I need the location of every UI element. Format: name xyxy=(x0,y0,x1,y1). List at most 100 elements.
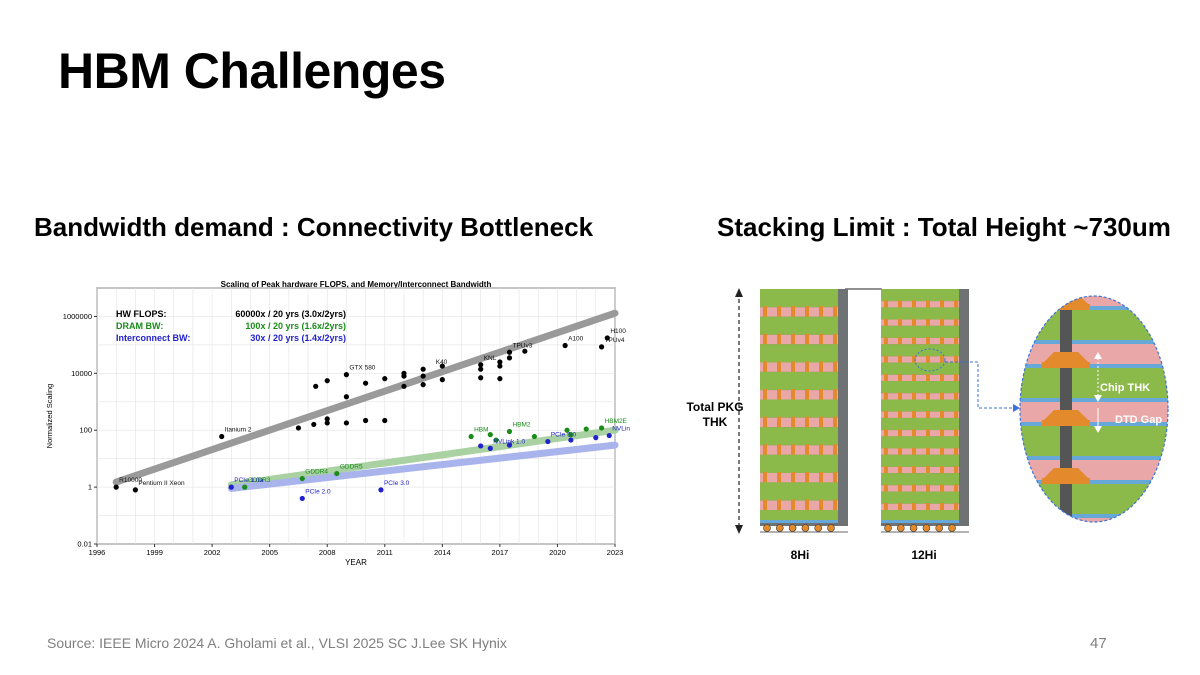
data-point xyxy=(362,417,369,424)
stack8-bump xyxy=(791,499,795,512)
x-tick-label: 1999 xyxy=(146,548,163,557)
stack8-die xyxy=(760,289,838,308)
x-tick-label: 2014 xyxy=(434,548,451,557)
stack8-bump xyxy=(819,333,823,346)
stack12-base-pad xyxy=(881,520,959,523)
stack12-bump xyxy=(926,484,930,493)
stack12-bump xyxy=(912,466,916,474)
data-point xyxy=(568,432,574,438)
stack12-c4-bump xyxy=(909,524,918,532)
stack12-bump xyxy=(954,466,958,474)
stack8-gap xyxy=(760,390,838,400)
data-point xyxy=(228,484,234,490)
stack12-bump xyxy=(940,300,944,309)
stack8-die xyxy=(760,316,838,335)
point-label: GDDR3 xyxy=(248,477,271,484)
data-point xyxy=(468,433,474,440)
zoom-bump-base xyxy=(1042,420,1090,426)
stack12-bump xyxy=(954,429,958,438)
stack8-bump xyxy=(777,416,781,429)
stack12-bump xyxy=(898,429,902,438)
stack12-gap xyxy=(881,448,959,455)
zoom-bump-base xyxy=(1042,362,1090,368)
stack8-gap xyxy=(760,445,838,455)
stack12-gap xyxy=(881,393,959,400)
dtd-gap-arrow-head xyxy=(1094,426,1102,433)
trend-line-1 xyxy=(227,426,619,489)
stack8-bump xyxy=(791,471,795,484)
stack12-bump xyxy=(926,355,930,364)
stack8-bump xyxy=(777,333,781,346)
data-point xyxy=(522,348,528,354)
legend-text: 60000x / 20 yrs (3.0x/2yrs) xyxy=(235,309,346,319)
stack8-die xyxy=(760,399,838,418)
stack12-gap xyxy=(881,374,959,382)
stack8-bump xyxy=(791,444,795,456)
stack8-bump xyxy=(819,471,823,484)
stack12-bump xyxy=(898,355,902,364)
stack12-bump xyxy=(940,318,944,327)
y-tick-label: 1 xyxy=(88,483,92,492)
data-point xyxy=(378,487,384,493)
x-tick-label: 2011 xyxy=(377,548,393,557)
stack8-bump xyxy=(833,361,837,373)
stack12-die xyxy=(881,473,959,486)
stack8-bump xyxy=(819,416,823,429)
chart-title: Scaling of Peak hardware FLOPS, and Memo… xyxy=(221,280,492,289)
stack12-bump xyxy=(940,355,944,364)
point-label: HBM2 xyxy=(512,422,530,429)
point-label: KNL xyxy=(484,355,497,362)
data-point xyxy=(420,373,426,379)
point-label: PCIe 5.0 xyxy=(551,432,577,439)
stack12-bump xyxy=(884,410,888,419)
point-label: NVLink 4.0 xyxy=(612,426,630,433)
point-label: H100 xyxy=(610,328,626,335)
stack12-die xyxy=(881,417,959,431)
stack12-bump xyxy=(912,318,916,327)
stack8-bump xyxy=(805,306,809,318)
stack12-die xyxy=(881,454,959,467)
point-label: TPUv3 xyxy=(512,342,532,349)
x-tick-label: 2005 xyxy=(261,548,278,557)
stack12-bump xyxy=(954,484,958,493)
label-12hi: 12Hi xyxy=(911,548,936,562)
stack12-gap xyxy=(881,466,959,474)
stack12-bump xyxy=(884,392,888,401)
stack12-bump xyxy=(954,374,958,382)
arrow-down-head xyxy=(735,525,743,534)
legend: HW FLOPS: 60000x / 20 yrs (3.0x/2yrs) DRAM… xyxy=(116,309,346,343)
stack12-bump xyxy=(940,410,944,419)
zoom-die-band xyxy=(1020,368,1168,398)
point-label: PCIe 1.0a xyxy=(234,477,263,484)
stack12-bump xyxy=(926,410,930,419)
stack12-bump xyxy=(884,374,888,382)
stack8-bump xyxy=(819,389,823,401)
stack8-bump xyxy=(791,333,795,346)
data-point xyxy=(531,433,538,440)
stack8-bump xyxy=(763,389,767,401)
stack12-bump xyxy=(954,392,958,401)
stack8-bump xyxy=(791,416,795,429)
data-point xyxy=(439,363,445,369)
stack8-bump xyxy=(819,499,823,512)
zoom-pad-strip xyxy=(1020,422,1168,426)
data-point xyxy=(493,437,499,443)
stack8-base-die xyxy=(760,510,838,520)
point-label: HBM2E xyxy=(605,418,628,425)
stack12-bump xyxy=(912,355,916,364)
data-point xyxy=(132,487,138,493)
stack8-die xyxy=(760,482,838,501)
grid xyxy=(96,287,616,545)
stack8-bump xyxy=(763,306,767,318)
legend-text: 100x / 20 yrs (1.6x/2yrs) xyxy=(245,321,346,331)
chip-thk-arrow-head xyxy=(1094,395,1102,402)
zoom-pad-strip xyxy=(1020,480,1168,484)
stack8-die xyxy=(760,344,838,363)
stack12-bump xyxy=(940,447,944,456)
stack12-die xyxy=(881,381,959,394)
stack8-bump xyxy=(833,389,837,401)
data-point xyxy=(604,335,610,341)
stack12-c4-bump xyxy=(884,524,892,532)
stack8-die xyxy=(760,427,838,446)
data-point xyxy=(343,420,350,426)
